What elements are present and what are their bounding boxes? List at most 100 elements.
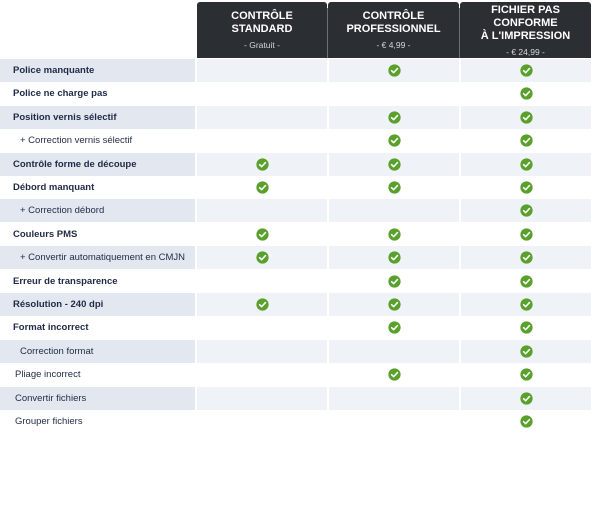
check-circle-icon [519,204,533,218]
feature-cell [197,269,327,293]
check-circle-icon [387,157,401,171]
feature-cell [197,339,327,363]
table-row: Débord manquant [0,176,591,199]
check-circle-icon [519,157,533,171]
feature-label: + Correction vernis sélectif [0,129,195,153]
column-title-line: PROFESSIONNEL [346,23,441,35]
table-row: Grouper fichiers [0,410,591,433]
check-circle-icon [519,321,533,335]
feature-cell [461,386,591,410]
feature-cell [329,269,459,293]
feature-cell [197,152,327,176]
feature-cell [197,363,327,387]
check-circle-icon [519,134,533,147]
feature-cell [197,222,327,246]
feature-cell [461,410,591,433]
column-title-line: CONTRÔLE [231,10,293,22]
feature-cell [461,176,591,199]
column-price: - € 24,99 - [506,46,545,57]
check-circle-icon [387,181,401,194]
feature-label: Position vernis sélectif [0,105,195,129]
table-row: Police ne charge pas [0,82,591,106]
check-circle-icon [387,134,401,147]
feature-cell [197,59,327,82]
feature-label: + Correction débord [0,199,195,223]
feature-cell [197,316,327,340]
column-title-line: CONTRÔLE [362,10,425,22]
feature-label: Correction format [0,339,195,363]
feature-cell [329,293,459,316]
feature-cell [197,82,327,106]
table-row: Convertir fichiers [0,386,591,410]
column-header-standard: CONTRÔLE STANDARD - Gratuit - [197,2,327,58]
check-circle-icon [519,87,533,101]
feature-cell [461,105,591,129]
table-row: Couleurs PMS [0,222,591,246]
table-row: Résolution - 240 dpi [0,293,591,316]
feature-cell [461,316,591,340]
feature-label: Débord manquant [0,176,195,199]
feature-cell [197,246,327,270]
feature-label: Couleurs PMS [0,222,195,246]
feature-cell [329,222,459,246]
table-row: + Convertir automatiquement en CMJN [0,246,591,270]
check-circle-icon [387,228,401,241]
feature-cell [461,293,591,316]
feature-cell [461,152,591,176]
check-circle-icon [387,251,401,264]
column-price: - € 4,99 - [376,40,411,50]
check-circle-icon [255,228,269,241]
feature-cell [461,246,591,270]
column-title-line: À L'IMPRESSION [480,29,571,42]
feature-cell [461,129,591,153]
table-row: Format incorrect [0,316,591,340]
check-circle-icon [519,181,533,194]
check-circle-icon [519,228,533,241]
feature-cell [329,339,459,363]
feature-cell [197,293,327,316]
check-circle-icon [387,274,401,288]
check-circle-icon [387,321,401,335]
feature-label: Convertir fichiers [0,386,195,410]
feature-cell [329,105,459,129]
column-title-line: STANDARD [231,23,293,35]
feature-cell [461,59,591,82]
table-row: + Correction vernis sélectif [0,129,591,153]
feature-cell [197,105,327,129]
feature-cell [197,129,327,153]
check-circle-icon [519,274,533,288]
feature-cell [197,199,327,223]
feature-cell [329,363,459,387]
feature-label: Erreur de transparence [0,269,195,293]
table-row: Pliage incorrect [0,363,591,387]
feature-label: Résolution - 240 dpi [0,293,195,316]
check-circle-icon [387,298,401,311]
check-circle-icon [255,298,269,311]
feature-label: Police manquante [0,59,195,82]
column-header-pas-conforme: FICHIER PAS CONFORME À L'IMPRESSION - € … [460,2,591,58]
feature-cell [329,386,459,410]
feature-cell [329,316,459,340]
check-circle-icon [387,111,401,124]
check-circle-icon [519,368,533,381]
column-divider [459,8,460,58]
check-circle-icon [519,64,533,77]
table-row: + Correction débord [0,199,591,223]
feature-cell [461,199,591,223]
check-circle-icon [519,251,533,264]
feature-cell [329,59,459,82]
feature-cell [461,222,591,246]
feature-cell [197,410,327,433]
feature-label: Pliage incorrect [0,363,195,387]
check-circle-icon [387,64,401,77]
feature-cell [329,176,459,199]
feature-cell [329,410,459,433]
check-circle-icon [255,157,269,171]
feature-cell [329,129,459,153]
check-circle-icon [255,251,269,264]
table-row: Erreur de transparence [0,269,591,293]
check-circle-icon [387,368,401,381]
feature-label: + Convertir automatiquement en CMJN [0,246,195,270]
table-row: Position vernis sélectif [0,105,591,129]
check-circle-icon [519,345,533,358]
